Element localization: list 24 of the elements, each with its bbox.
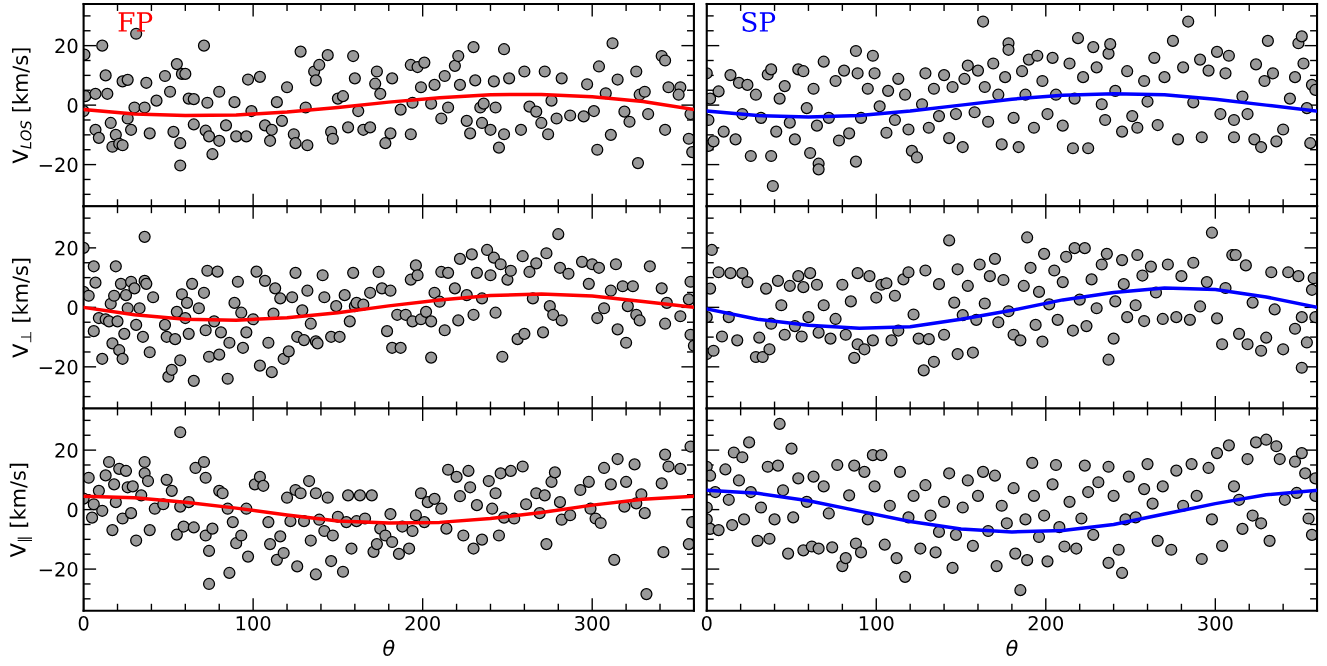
x-tick-label: 200 (1028, 615, 1064, 631)
y-tick-label: 20 (55, 240, 78, 256)
x-tick-label: 300 (575, 615, 610, 631)
y-axis-title: V$_{∥}$ [km/s] (9, 463, 33, 558)
y-axis-title: V$_{LOS}$ [km/s] (11, 48, 32, 164)
y-tick-label: 0 (67, 300, 78, 316)
y-tick-label: 0 (67, 502, 78, 518)
x-tick-label: 100 (859, 615, 894, 631)
y-tick-label: 0 (67, 98, 78, 113)
x-tick-label: 200 (405, 615, 440, 631)
y-tick-label: −20 (39, 359, 78, 375)
y-tick-label: 20 (55, 443, 78, 458)
y-tick-label: 20 (55, 38, 78, 54)
x-axis-title: θ (1006, 639, 1018, 657)
y-tick-label: −20 (39, 562, 78, 577)
y-axis-title: V$_{⊥}$ [km/s] (11, 258, 32, 358)
x-axis-title: θ (383, 639, 395, 657)
annotation: SP (742, 11, 776, 32)
x-tick-label: 0 (78, 615, 89, 631)
x-tick-label: 100 (236, 615, 271, 631)
annotation: FP (118, 12, 153, 32)
x-tick-label: 0 (701, 615, 712, 631)
y-tick-label: −20 (39, 157, 78, 173)
x-tick-label: 300 (1198, 615, 1233, 631)
